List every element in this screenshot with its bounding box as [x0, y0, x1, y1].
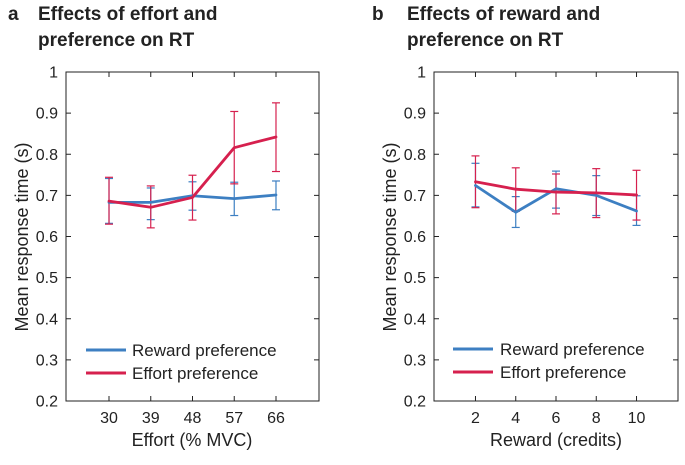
y-tick-label: 0.4	[36, 311, 58, 328]
x-tick-label: 8	[592, 410, 601, 427]
y-tick-label: 0.5	[36, 270, 58, 287]
y-tick-label: 0.5	[404, 270, 426, 287]
x-tick-label: 57	[225, 410, 243, 427]
x-tick-label: 6	[552, 410, 561, 427]
y-axis-label: Mean response time (s)	[12, 142, 32, 331]
x-tick-label: 30	[100, 410, 118, 427]
y-tick-label: 0.9	[36, 106, 58, 123]
y-tick-label: 0.4	[404, 311, 426, 328]
x-axis-label: Effort (% MVC)	[132, 430, 253, 450]
y-tick-label: 0.8	[404, 147, 426, 164]
legend-label-effort: Effort preference	[500, 363, 626, 382]
x-tick-label: 2	[471, 410, 480, 427]
y-axis-label: Mean response time (s)	[380, 142, 400, 331]
y-tick-label: 0.3	[404, 352, 426, 369]
y-tick-label: 0.2	[36, 394, 58, 411]
legend: Reward preference Effort preference	[453, 340, 645, 382]
legend-label-reward: Reward preference	[132, 341, 277, 360]
chart-title-line-1: Effects of reward and	[407, 4, 600, 25]
y-tick-label: 1	[417, 65, 426, 82]
y-tick-label: 0.7	[36, 188, 58, 205]
chart-title-line-1: Effects of effort and	[38, 4, 217, 25]
x-tick-label: 10	[628, 410, 646, 427]
y-tick-label: 0.9	[404, 106, 426, 123]
panel-letter: a	[8, 4, 19, 25]
panel-b: b Effects of reward and preference on RT…	[372, 4, 678, 450]
x-tick-label: 48	[184, 410, 202, 427]
y-tick-label: 0.2	[404, 394, 426, 411]
legend-label-reward: Reward preference	[500, 340, 645, 359]
panel-letter: b	[372, 4, 384, 25]
y-tick-label: 0.3	[36, 352, 58, 369]
y-tick-label: 0.8	[36, 147, 58, 164]
y-tick-label: 0.6	[36, 229, 58, 246]
y-tick-label: 0.7	[404, 188, 426, 205]
x-tick-label: 4	[511, 410, 520, 427]
x-tick-label: 66	[267, 410, 285, 427]
legend-label-effort: Effort preference	[132, 364, 258, 383]
legend: Reward preference Effort preference	[86, 341, 277, 383]
x-axis-label: Reward (credits)	[490, 430, 622, 450]
chart-title-line-2: preference on RT	[407, 30, 564, 51]
chart-title-line-2: preference on RT	[38, 30, 195, 51]
y-tick-label: 1	[49, 65, 58, 82]
y-tick-label: 0.6	[404, 229, 426, 246]
panel-a: a Effects of effort and preference on RT…	[8, 4, 319, 450]
x-tick-label: 39	[142, 410, 160, 427]
